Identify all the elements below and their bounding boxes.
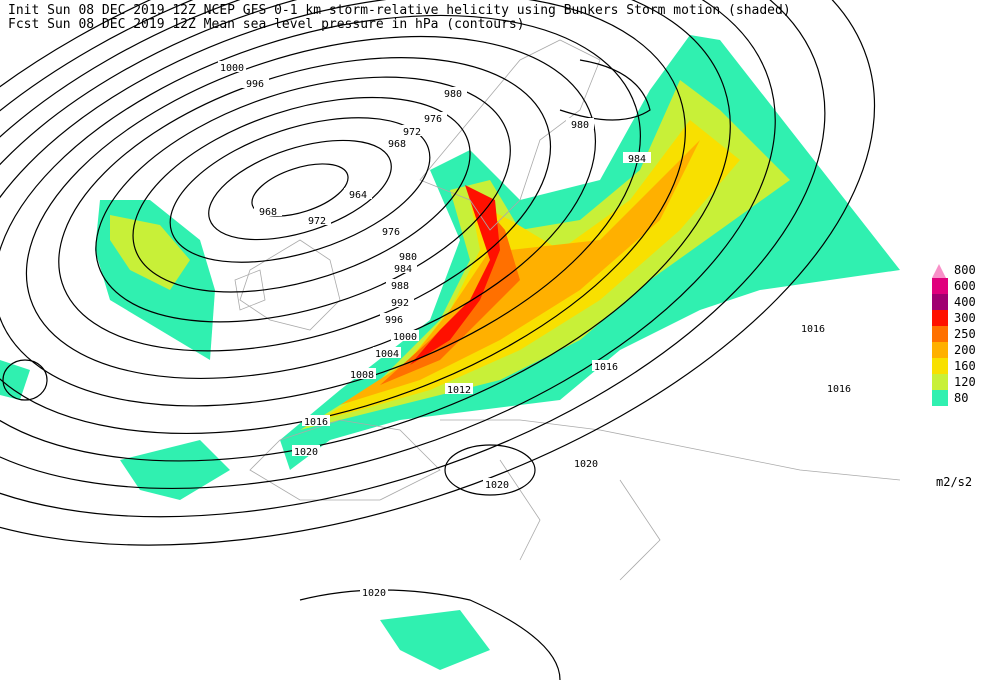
- contour-label-bg: [799, 322, 827, 333]
- legend-label: 160: [954, 359, 976, 373]
- contour-label-bg: [386, 279, 414, 290]
- contour-label: 980: [399, 252, 417, 263]
- contour-label-bg: [572, 457, 600, 468]
- legend-swatch: [932, 326, 948, 342]
- legend-swatch: [932, 310, 948, 326]
- contour-label: 976: [424, 114, 442, 125]
- contour-label-bg: [383, 137, 411, 148]
- contour-label-bg: [380, 313, 408, 324]
- contour-label-bg: [445, 383, 473, 394]
- contour-label-bg: [241, 77, 269, 88]
- legend-label: 80: [954, 391, 968, 405]
- contour-label: 968: [388, 139, 406, 150]
- coastlines: [234, 39, 901, 581]
- contour-label: 996: [385, 315, 403, 326]
- contour-label: 1016: [827, 384, 851, 395]
- contour-label-bg: [398, 125, 426, 136]
- contour-label-bg: [419, 112, 447, 123]
- contour-label-bg: [303, 214, 331, 225]
- contour-label: 1020: [574, 459, 598, 470]
- contour-label: 1016: [801, 324, 825, 335]
- contour-label-bg: [373, 347, 401, 358]
- contour-label: 984: [394, 264, 412, 275]
- contour-label-bg: [391, 330, 419, 341]
- contour-label-bg: [483, 478, 511, 489]
- legend-label: 600: [954, 279, 976, 293]
- contour-label-bg: [377, 225, 405, 236]
- contour-label-bg: [292, 445, 320, 456]
- isobars: [0, 0, 876, 546]
- legend-label: 300: [954, 311, 976, 325]
- legend-swatch: [932, 278, 948, 294]
- contour-label: 1020: [362, 588, 386, 599]
- legend-swatch: [932, 342, 948, 358]
- legend-label: 250: [954, 327, 976, 341]
- contour-label-bg: [623, 152, 651, 163]
- legend-swatch: [932, 294, 948, 310]
- contour-label: 1020: [294, 447, 318, 458]
- contour-label: 1020: [485, 480, 509, 491]
- contour-label-bg: [592, 360, 620, 371]
- contour-label-bg: [394, 250, 422, 261]
- contour-label-bg: [389, 262, 417, 273]
- helicity-shading: [0, 35, 900, 670]
- contour-label: 988: [391, 281, 409, 292]
- contour-label-bg: [386, 296, 414, 307]
- contour-label-bg: [254, 205, 282, 216]
- contour-label: 1000: [220, 63, 244, 74]
- contour-label-bg: [302, 415, 330, 426]
- contour-label: 1016: [594, 362, 618, 373]
- contour-label: 980: [444, 89, 462, 100]
- header-line: Init Sun 08 DEC 2019 12Z NCEP GFS 0-1 km…: [8, 3, 791, 18]
- contour-label: 972: [308, 216, 326, 227]
- contour-label-bg: [344, 188, 372, 199]
- legend: 800 600 400 300 250 200 160 120 80: [932, 263, 976, 406]
- header-line: Fcst Sun 08 DEC 2019 12Z Mean sea level …: [8, 17, 525, 32]
- contour-label: 1000: [393, 332, 417, 343]
- contour-label-bg: [825, 382, 853, 393]
- contour-label: 996: [246, 79, 264, 90]
- legend-swatch: [932, 264, 946, 278]
- legend-swatch: [932, 358, 948, 374]
- contour-label-bg: [348, 368, 376, 379]
- legend-swatch: [932, 374, 948, 390]
- contour-label-bg: [566, 118, 594, 129]
- contour-label: 992: [391, 298, 409, 309]
- contour-label: 1008: [350, 370, 374, 381]
- legend-label: 120: [954, 375, 976, 389]
- legend-label: 200: [954, 343, 976, 357]
- contour-label: 1012: [447, 385, 471, 396]
- contour-label: 968: [259, 207, 277, 218]
- contour-label: 1016: [304, 417, 328, 428]
- contour-label: 980: [571, 120, 589, 131]
- contour-label: 972: [403, 127, 421, 138]
- contour-label: 976: [382, 227, 400, 238]
- contour-label-bg: [218, 61, 246, 72]
- legend-units: m2/s2: [936, 475, 972, 489]
- legend-swatch: [932, 390, 948, 406]
- contour-label-bg: [439, 87, 467, 98]
- legend-label: 800: [954, 263, 976, 277]
- contour-label: 1004: [375, 349, 399, 360]
- contour-label: 964: [349, 190, 367, 201]
- legend-label: 400: [954, 295, 976, 309]
- contour-label-bg: [360, 586, 388, 597]
- contour-label: 984: [628, 154, 646, 165]
